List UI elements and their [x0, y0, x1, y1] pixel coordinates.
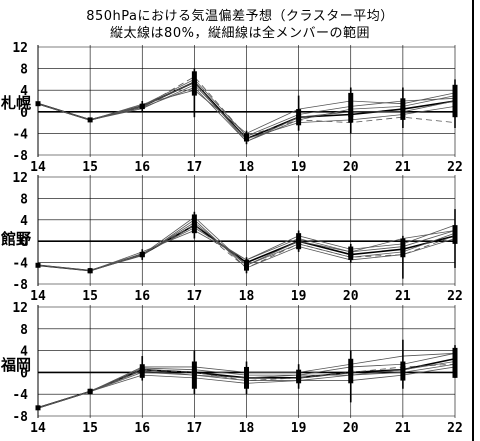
y-tick-label: 0	[20, 366, 28, 381]
data-point	[452, 233, 458, 239]
y-tick-label: 8	[20, 323, 28, 338]
data-point	[244, 136, 249, 142]
y-tick-label: -8	[12, 278, 28, 293]
x-tick-label: 15	[82, 160, 98, 175]
y-tick-label: -8	[12, 410, 28, 425]
station-label-fukuoka: 福岡	[1, 356, 32, 374]
data-point	[452, 356, 458, 362]
x-tick-label: 14	[30, 160, 46, 175]
x-tick-label: 22	[447, 289, 463, 304]
data-point	[348, 112, 354, 117]
x-tick-label: 19	[291, 421, 307, 436]
data-point	[296, 238, 302, 244]
data-point	[87, 388, 93, 394]
y-tick-label: 12	[12, 171, 28, 186]
x-tick-label: 21	[395, 160, 411, 175]
station-label-sapporo: 札幌	[1, 94, 32, 112]
y-tick-label: 8	[20, 63, 28, 78]
y-tick-label: -4	[12, 257, 28, 272]
x-tick-label: 20	[343, 160, 359, 175]
y-tick-label: 12	[12, 301, 28, 316]
x-tick-label: 21	[395, 289, 411, 304]
x-tick-label: 17	[187, 160, 203, 175]
y-tick-label: -4	[12, 127, 28, 142]
data-point	[35, 405, 41, 411]
chart-subtitle: 縦太線は80%，縦細線は全メンバーの範囲	[110, 26, 370, 41]
data-point	[191, 369, 197, 375]
x-tick-label: 14	[30, 289, 46, 304]
data-point	[87, 117, 93, 123]
data-point	[452, 98, 458, 104]
x-tick-label: 16	[134, 160, 150, 175]
x-tick-label: 14	[30, 421, 46, 436]
member-line	[37, 76, 456, 137]
y-tick-label: 4	[20, 345, 28, 360]
data-point	[87, 268, 93, 274]
data-point	[296, 375, 302, 381]
data-point	[296, 114, 302, 120]
x-tick-label: 20	[343, 289, 359, 304]
x-tick-label: 18	[239, 160, 255, 175]
x-tick-label: 19	[291, 160, 307, 175]
x-tick-label: 17	[187, 289, 203, 304]
x-tick-label: 18	[239, 289, 255, 304]
station-label-tateno: 館野	[1, 230, 32, 248]
x-tick-label: 19	[291, 289, 307, 304]
data-point	[35, 101, 41, 107]
y-tick-label: 12	[12, 41, 28, 56]
y-tick-label: -8	[12, 149, 28, 164]
data-point	[348, 252, 354, 258]
member-line	[37, 363, 456, 409]
x-tick-label: 20	[343, 421, 359, 436]
data-point	[348, 369, 354, 375]
data-point	[139, 367, 145, 373]
data-point	[35, 262, 41, 268]
data-point	[139, 252, 145, 258]
x-tick-label: 21	[395, 421, 411, 436]
data-point	[191, 222, 197, 228]
x-tick-label: 22	[447, 421, 463, 436]
data-point	[244, 260, 249, 266]
data-point	[400, 367, 406, 373]
x-tick-label: 22	[447, 160, 463, 175]
data-point	[400, 246, 406, 252]
y-tick-label: 0	[20, 235, 28, 250]
chart-title: 850hPaにおける気温偏差予想（クラスター平均）	[86, 9, 394, 24]
x-tick-label: 18	[239, 421, 255, 436]
y-tick-label: -4	[12, 388, 28, 403]
x-tick-label: 17	[187, 421, 203, 436]
x-tick-label: 16	[134, 421, 150, 436]
y-tick-label: 4	[20, 214, 28, 229]
y-tick-label: 8	[20, 192, 28, 207]
data-point	[191, 79, 197, 85]
x-tick-label: 15	[82, 289, 98, 304]
data-point	[244, 375, 249, 381]
y-tick-label: 4	[20, 84, 28, 99]
x-tick-label: 15	[82, 421, 98, 436]
x-tick-label: 16	[134, 289, 150, 304]
y-tick-label: 0	[20, 106, 28, 121]
data-point	[139, 103, 145, 109]
data-point	[400, 106, 406, 112]
